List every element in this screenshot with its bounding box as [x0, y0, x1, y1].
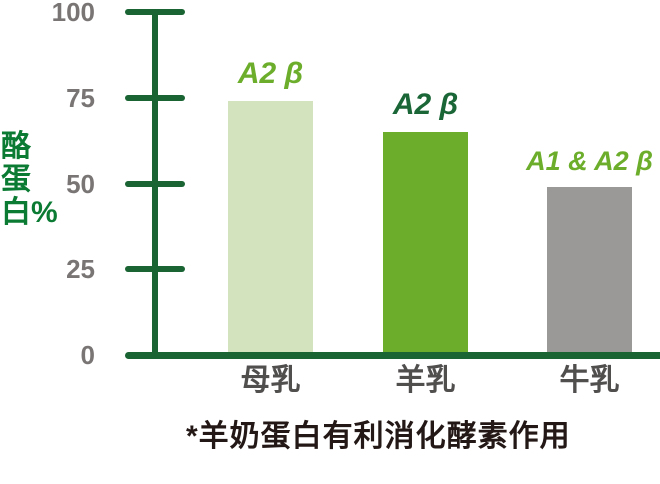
y-tick-label: 100 — [51, 0, 95, 27]
category-label-2: 羊乳 — [395, 364, 456, 397]
y-tick-label: 75 — [66, 82, 95, 113]
chart-footnote: *羊奶蛋白有利消化酵素作用 — [186, 420, 571, 453]
bar-annotation-2: A2 β — [392, 88, 459, 122]
x-axis-line — [125, 352, 660, 359]
y-tick-label: 0 — [80, 340, 95, 370]
y-tick-label: 25 — [66, 254, 95, 285]
y-tick-mark — [125, 180, 185, 187]
y-tick-mark — [125, 266, 185, 273]
category-label-3: 牛乳 — [559, 364, 620, 397]
y-tick-mark — [125, 9, 185, 15]
bar-3 — [547, 186, 632, 352]
bar-annotation-1: A2 β — [237, 57, 304, 91]
category-label-1: 母乳 — [240, 364, 301, 397]
bar-annotation-3: A1 & A2 β — [526, 145, 653, 176]
y-tick-label: 50 — [66, 168, 95, 199]
y-tick-mark — [125, 94, 185, 101]
bar-2 — [383, 132, 468, 352]
y-axis-title: 酪蛋白% — [1, 130, 58, 229]
bar-1 — [228, 101, 313, 352]
